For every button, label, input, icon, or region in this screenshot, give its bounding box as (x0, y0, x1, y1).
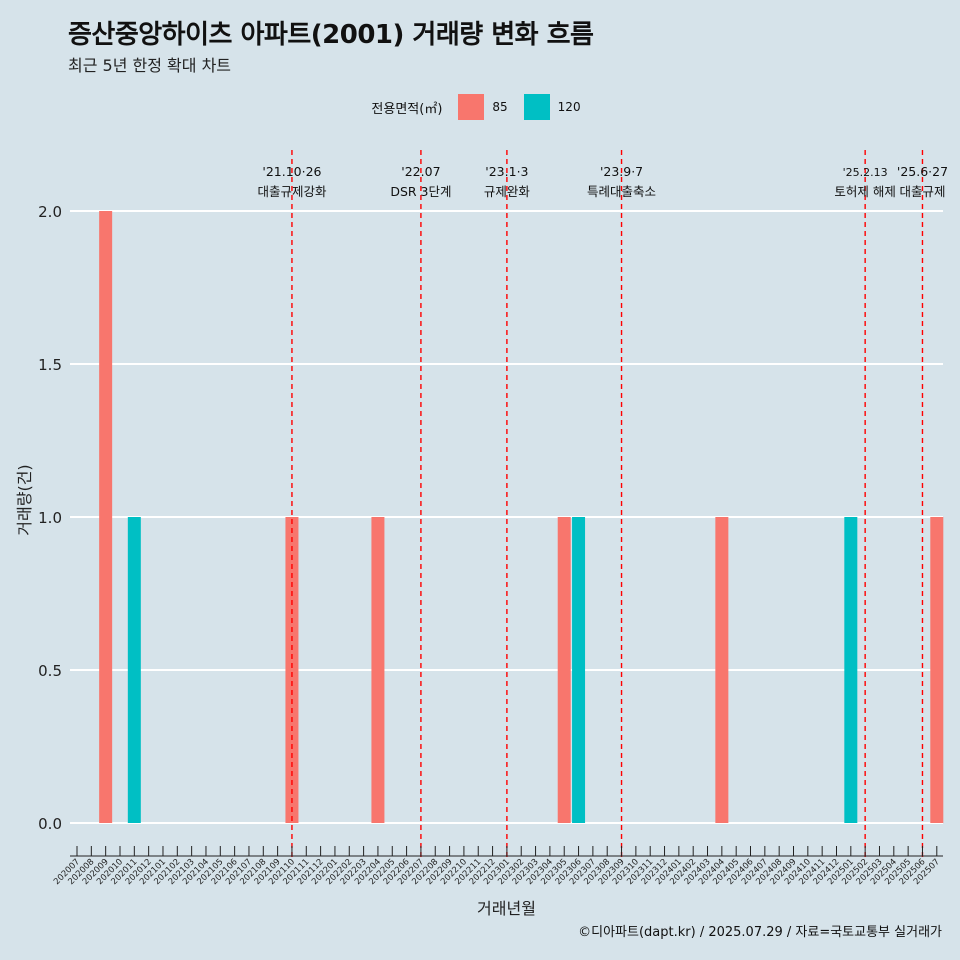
chart-title: 증산중앙하이츠 아파트(2001) 거래량 변화 흐름 (68, 20, 594, 50)
bar-85-202009 (99, 211, 113, 823)
legend-swatch-85 (458, 94, 485, 120)
bar-120-202501 (844, 517, 858, 823)
x-axis-title: 거래년월 (477, 899, 536, 918)
bar-85-202305 (557, 517, 571, 823)
legend-swatch-120 (523, 94, 550, 120)
y-tick-label: 0.5 (38, 662, 62, 680)
legend-label-120: 120 (557, 100, 581, 114)
bar-120-202306 (572, 517, 586, 823)
event-label: 토허제 해제 (834, 184, 895, 199)
bar-85-202204 (371, 517, 385, 823)
bar-120-202011 (127, 517, 141, 823)
event-label: 대출규제 (899, 184, 945, 199)
caption: ©디아파트(dapt.kr) / 2025.07.29 / 자료=국토교통부 실… (578, 925, 942, 940)
event-label: 규제완화 (484, 184, 531, 199)
bar-85-202507 (930, 517, 944, 823)
event-date-label: '25.6·27 (897, 164, 948, 179)
y-tick-label: 0.0 (38, 815, 62, 833)
event-label: DSR 3단계 (390, 184, 451, 199)
y-tick-label: 1.5 (38, 356, 62, 374)
legend: 전용면적(㎡) 85 120 (0, 93, 960, 121)
legend-label-85: 85 (492, 100, 508, 114)
event-date-label: '22.07 (401, 164, 440, 179)
y-axis-title: 거래량(건) (15, 464, 34, 535)
event-date-label: '23.9·7 (600, 164, 643, 179)
bar-85-202404 (715, 517, 729, 823)
event-date-label: '25.2.13 (843, 166, 888, 179)
chart-subtitle: 최근 5년 한정 확대 차트 (68, 56, 232, 75)
event-date-label: '21.10·26 (262, 164, 321, 179)
y-tick-label: 2.0 (38, 203, 62, 221)
bar-85-202110 (285, 517, 299, 823)
event-label: 특례대출축소 (587, 184, 656, 199)
legend-title: 전용면적(㎡) (371, 101, 443, 117)
event-label: 대출규제강화 (257, 184, 327, 199)
y-tick-label: 1.0 (38, 509, 62, 527)
event-date-label: '23.1·3 (485, 164, 528, 179)
